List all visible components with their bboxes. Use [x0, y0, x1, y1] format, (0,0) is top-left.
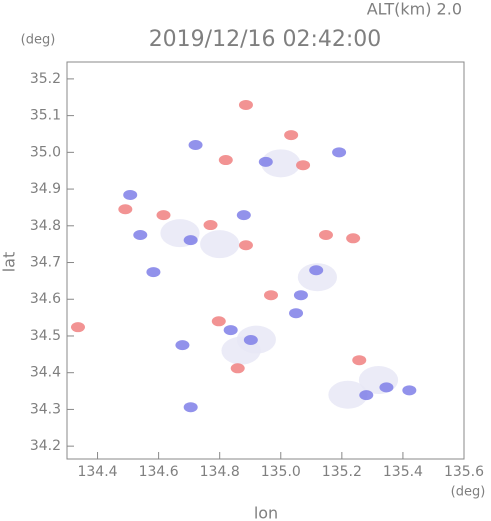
y-tick-label: 34.6	[30, 291, 61, 307]
echo-patch	[297, 263, 338, 292]
echo-patch	[183, 402, 198, 413]
echo-patch	[133, 229, 148, 240]
y-tick-label: 35.0	[30, 144, 61, 160]
echo-patch	[258, 156, 273, 167]
y-axis-label: lat	[0, 252, 19, 273]
x-unit: (deg)	[451, 485, 486, 500]
echo-patch	[284, 130, 299, 141]
echo-patch	[230, 363, 245, 374]
echo-patch	[243, 335, 258, 346]
echo-patch	[223, 325, 238, 336]
echo-patch	[352, 355, 367, 366]
echo-patch	[236, 210, 251, 221]
x-tick-label: 135.4	[383, 464, 423, 480]
x-tick-label: 134.8	[200, 464, 240, 480]
y-tick-label: 34.4	[30, 365, 61, 381]
echo-patch	[146, 267, 161, 278]
echo-patch	[293, 290, 308, 301]
echo-patch	[118, 204, 133, 215]
y-tick-label: 35.1	[30, 108, 61, 124]
echo-patch	[261, 149, 301, 178]
echo-patch	[263, 290, 278, 301]
echo-patch	[218, 155, 233, 166]
echo-patch	[188, 139, 203, 150]
echo-patch	[200, 230, 240, 259]
echo-patch	[328, 380, 368, 409]
plot-frame	[66, 61, 465, 460]
echo-patch	[183, 235, 198, 246]
x-tick-label: 134.4	[77, 464, 117, 480]
echo-patch	[309, 265, 324, 276]
echo-patch	[346, 233, 361, 244]
x-tick-label: 134.6	[139, 464, 179, 480]
echo-patch	[238, 240, 253, 251]
x-tick-label: 135.2	[322, 464, 362, 480]
chart-title: 2019/12/16 02:42:00	[149, 27, 382, 52]
echo-patch	[156, 210, 171, 221]
subtitle: ALT(km) 2.0	[367, 0, 462, 19]
y-tick-label: 34.7	[30, 255, 61, 271]
echo-patch	[332, 147, 347, 158]
y-tick-label: 34.5	[30, 328, 61, 344]
y-tick-label: 34.3	[30, 401, 61, 417]
echo-patch	[296, 160, 311, 171]
x-tick-label: 135.0	[261, 464, 301, 480]
echo-patch	[123, 189, 138, 200]
echo-patch	[203, 220, 218, 231]
x-axis-label: lon	[254, 504, 278, 521]
y-unit: (deg)	[21, 33, 56, 48]
echo-patch	[70, 322, 85, 333]
x-tick-label: 135.6	[444, 464, 484, 480]
echo-patch	[318, 229, 333, 240]
echo-patch	[238, 99, 253, 110]
y-tick-label: 35.2	[30, 71, 61, 87]
echo-patch	[359, 390, 374, 401]
echo-patch	[211, 316, 226, 327]
y-tick-label: 34.8	[30, 218, 61, 234]
y-tick-label: 34.9	[30, 181, 61, 197]
echo-patch	[175, 340, 190, 351]
echo-patch	[402, 385, 417, 396]
y-tick-label: 34.2	[30, 438, 61, 454]
echo-patch	[379, 382, 394, 393]
echo-patch	[289, 308, 304, 319]
